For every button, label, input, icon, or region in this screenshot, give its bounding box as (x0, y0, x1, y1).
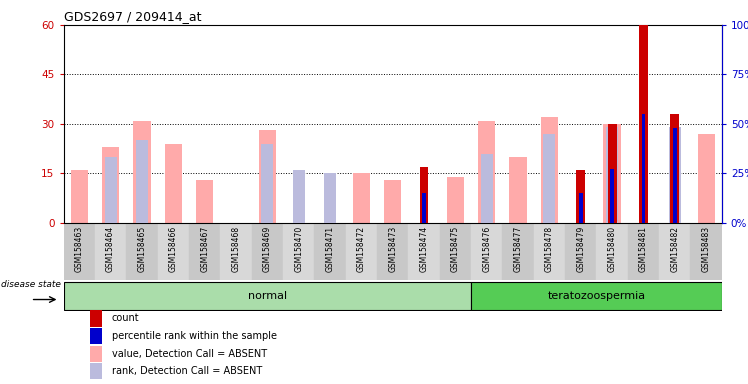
Text: GSM158476: GSM158476 (482, 226, 491, 272)
Text: teratozoospermia: teratozoospermia (548, 291, 646, 301)
Text: GSM158463: GSM158463 (75, 226, 84, 272)
Bar (90, 310, 102, 327)
Bar (353, 173, 370, 223)
Text: disease state: disease state (1, 280, 61, 289)
Text: GSM158471: GSM158471 (325, 226, 334, 272)
Text: GSM158483: GSM158483 (702, 226, 711, 272)
Text: GSM158472: GSM158472 (357, 226, 366, 272)
Text: GDS2697 / 209414_at: GDS2697 / 209414_at (64, 10, 201, 23)
Bar (642, 114, 646, 223)
Bar (543, 134, 556, 223)
Bar (690, 223, 722, 280)
Bar (509, 157, 527, 223)
Text: GSM158466: GSM158466 (169, 226, 178, 272)
Bar (196, 180, 213, 223)
Bar (189, 223, 221, 280)
Text: rank, Detection Call = ABSENT: rank, Detection Call = ABSENT (111, 366, 262, 376)
Bar (639, 25, 648, 223)
Bar (478, 121, 495, 223)
Bar (420, 167, 429, 223)
Bar (251, 223, 283, 280)
Bar (221, 223, 251, 280)
Bar (422, 193, 426, 223)
Bar (565, 223, 596, 280)
Bar (158, 223, 189, 280)
Bar (408, 223, 440, 280)
Bar (577, 170, 585, 223)
Bar (610, 169, 614, 223)
Text: GSM158469: GSM158469 (263, 226, 272, 272)
Bar (105, 157, 117, 223)
Bar (90, 328, 102, 344)
Bar (670, 114, 679, 223)
Bar (136, 140, 148, 223)
Text: GSM158481: GSM158481 (639, 226, 648, 271)
Text: GSM158464: GSM158464 (106, 226, 115, 272)
Bar (324, 173, 336, 223)
Bar (377, 223, 408, 280)
Bar (659, 223, 690, 280)
Bar (503, 223, 534, 280)
Text: GSM158477: GSM158477 (514, 226, 523, 272)
Text: value, Detection Call = ABSENT: value, Detection Call = ABSENT (111, 349, 267, 359)
Text: GSM158478: GSM158478 (545, 226, 554, 272)
Text: GSM158480: GSM158480 (607, 226, 616, 272)
Bar (314, 223, 346, 280)
Text: normal: normal (248, 291, 287, 301)
Bar (698, 134, 715, 223)
Bar (534, 223, 565, 280)
Bar (292, 170, 304, 223)
Bar (481, 154, 493, 223)
Bar (384, 180, 402, 223)
Bar (628, 223, 659, 280)
Bar (541, 117, 558, 223)
Bar (165, 144, 182, 223)
Text: GSM158470: GSM158470 (294, 226, 303, 272)
Bar (606, 127, 618, 223)
Text: GSM158479: GSM158479 (576, 226, 585, 272)
Bar (283, 223, 314, 280)
Text: GSM158467: GSM158467 (200, 226, 209, 272)
Bar (126, 223, 158, 280)
Bar (70, 170, 88, 223)
Bar (471, 282, 722, 310)
Bar (64, 223, 95, 280)
Bar (346, 223, 377, 280)
Bar (133, 121, 150, 223)
Bar (471, 223, 503, 280)
Bar (261, 144, 273, 223)
Text: count: count (111, 313, 139, 323)
Bar (90, 362, 102, 379)
Text: GSM158473: GSM158473 (388, 226, 397, 272)
Text: percentile rank within the sample: percentile rank within the sample (111, 331, 277, 341)
Text: GSM158482: GSM158482 (670, 226, 679, 271)
Bar (447, 177, 464, 223)
Bar (604, 124, 621, 223)
Bar (596, 223, 628, 280)
Text: GSM158465: GSM158465 (138, 226, 147, 272)
Bar (669, 127, 681, 223)
Text: GSM158468: GSM158468 (231, 226, 240, 272)
Bar (259, 131, 276, 223)
Bar (102, 147, 119, 223)
Text: GSM158475: GSM158475 (451, 226, 460, 272)
Text: GSM158474: GSM158474 (420, 226, 429, 272)
Bar (64, 282, 471, 310)
Bar (95, 223, 126, 280)
Bar (90, 346, 102, 362)
Bar (673, 128, 677, 223)
Bar (607, 124, 616, 223)
Bar (440, 223, 471, 280)
Bar (579, 193, 583, 223)
